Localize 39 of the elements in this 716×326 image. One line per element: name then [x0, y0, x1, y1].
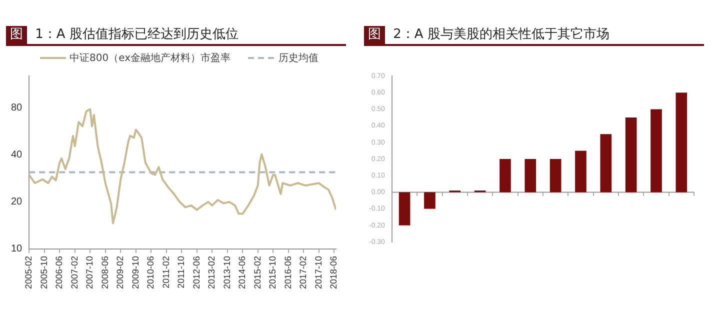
- x-tick-label: 2015-02: [252, 256, 262, 289]
- legend-label: 中证800（ex金融地产材料）市盈率: [70, 52, 230, 65]
- bar: [625, 118, 637, 192]
- x-tick-label: 2017-10: [313, 256, 324, 289]
- bar: [524, 159, 536, 192]
- x-tick-label: 2012-06: [191, 256, 202, 289]
- x-tick-label: 2011-02: [160, 256, 171, 288]
- x-tick-label: 2015-10: [268, 256, 278, 289]
- x-tick-label: 2013-10: [222, 256, 232, 289]
- y-tick-label: 40: [11, 150, 23, 161]
- chart-title: 图 1：A 股估值指标已经达到历史低位: [6, 26, 346, 46]
- y-tick-label: 20: [11, 196, 23, 208]
- bar: [424, 192, 436, 209]
- x-tick-label: 2013-02: [206, 256, 217, 289]
- bar: [650, 109, 662, 192]
- x-tick-label: 2009-10: [130, 256, 140, 289]
- x-tick-label: 2016-06: [282, 256, 293, 289]
- bar: [500, 159, 511, 192]
- bar: [575, 150, 586, 192]
- bar: [550, 159, 562, 192]
- chart-title: 图 2：A 股与美股的相关性低于其它市场: [364, 26, 704, 46]
- bar: [600, 134, 612, 192]
- bar: [398, 192, 410, 226]
- x-tick-label: 2006-06: [54, 256, 64, 289]
- x-tick-label: 2009-02: [115, 256, 126, 289]
- x-tick-label: 2018-06: [328, 256, 339, 289]
- x-tick-label: 2007-02: [69, 256, 80, 289]
- x-tick-label: 2005-10: [38, 256, 49, 289]
- y-tick-label: 80: [11, 102, 23, 114]
- x-tick-label: 2011-10: [176, 256, 186, 288]
- x-tick-label: 2010-06: [146, 256, 156, 289]
- x-tick-label: 2017-02: [298, 256, 308, 289]
- x-tick-label: 2007-10: [84, 256, 95, 289]
- legend-label: 历史均值: [278, 52, 318, 65]
- x-tick-label: 2008-06: [100, 256, 110, 289]
- bar: [676, 92, 688, 192]
- x-tick-label: 2014-06: [237, 256, 248, 289]
- y-tick-label: 10: [11, 244, 23, 255]
- x-tick-label: 2005-02: [24, 256, 34, 289]
